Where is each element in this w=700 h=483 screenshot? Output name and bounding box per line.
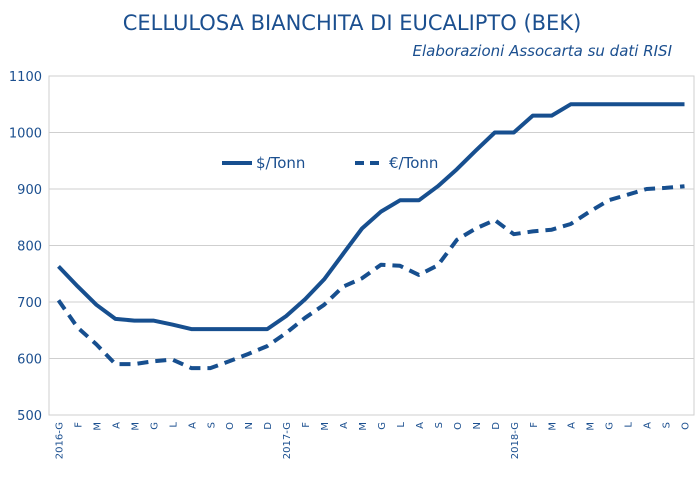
x-tick-label: A [111,422,122,429]
x-tick-label: F [73,422,84,428]
x-tick-label: L [396,422,407,428]
legend-label-eur: €/Tonn [389,154,438,172]
plot-frame [48,75,695,416]
series-line-0 [57,102,685,332]
x-tick-label: O [453,422,464,430]
x-tick-label: L [624,422,635,428]
y-tick-label: 600 [17,353,42,368]
x-tick-label: N [472,422,483,429]
x-tick-label: O [681,422,692,430]
x-tick-label: M [586,422,597,431]
x-tick-label: M [92,422,103,431]
x-tick-label: M [130,422,141,431]
x-tick-label: 2017-G [282,422,293,459]
x-tick-label: D [263,422,274,430]
x-tick-label: S [206,422,217,428]
x-tick-label: A [643,422,654,429]
x-tick-label: F [301,422,312,428]
x-tick-label: G [377,422,388,430]
series-group [56,102,685,371]
series-line-1 [56,184,685,371]
x-tick-label: M [548,422,559,431]
grid-lines [48,75,695,416]
x-tick-label: F [529,422,540,428]
x-tick-label: A [339,422,350,429]
y-axis: 500 600 700 800 900 1000 1100 [9,70,42,424]
x-tick-label: M [320,422,331,431]
x-tick-label: 2016-G [54,422,65,459]
x-tick-label: 2018-G [510,422,521,459]
legend-label-usd: $/Tonn [256,154,305,172]
x-tick-label: S [434,422,445,428]
legend: $/Tonn €/Tonn [222,154,438,172]
chart-title: CELLULOSA BIANCHITA DI EUCALIPTO (BEK) [123,11,582,35]
chart-subtitle: Elaborazioni Assocarta su dati RISI [413,42,673,60]
x-tick-label: S [662,422,673,428]
x-axis: 2016-G F M A M G L A S O N D 2017-G F M A M G L A S O N D 2018-G… [54,422,691,460]
y-tick-label: 700 [17,296,42,311]
y-tick-label: 800 [17,240,42,255]
x-tick-label: G [605,422,616,430]
x-tick-label: D [491,422,502,430]
x-tick-label: A [567,422,578,429]
x-tick-label: G [149,422,160,430]
x-tick-label: A [187,422,198,429]
x-tick-label: O [225,422,236,430]
y-tick-label: 500 [17,409,42,424]
x-tick-label: N [244,422,255,429]
x-tick-label: L [168,422,179,428]
y-tick-label: 1100 [9,70,42,85]
x-tick-label: M [358,422,369,431]
x-tick-label: A [415,422,426,429]
y-tick-label: 1000 [9,127,42,142]
y-tick-label: 900 [17,183,42,198]
